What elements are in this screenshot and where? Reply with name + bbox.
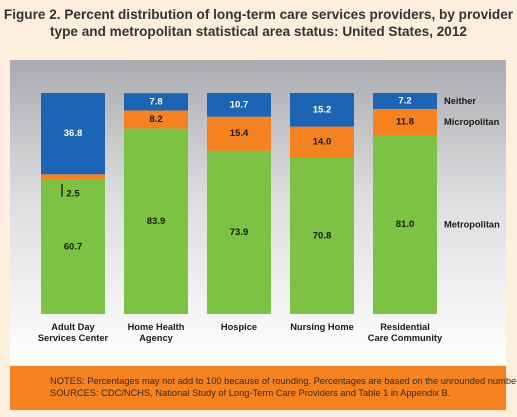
- legend-label-metropolitan: Metropolitan: [444, 219, 500, 229]
- category-label-2-line-2: Agency: [139, 333, 173, 343]
- category-label-2-line-1: Home Health: [128, 322, 185, 332]
- category-label-3-line-1: Hospice: [221, 322, 257, 332]
- data-label-neither-2: 7.8: [149, 96, 162, 107]
- data-label-neither-4: 15.2: [313, 104, 332, 115]
- bar-micropolitan-3: [207, 116, 271, 151]
- category-label-1-line-2: Services Center: [38, 333, 109, 343]
- notes-text: NOTES: Percentages may not add to 100 be…: [50, 376, 517, 386]
- chart-title-line-2: type and metropolitan statistical area s…: [49, 24, 467, 39]
- data-label-metropolitan-1: 60.7: [64, 241, 83, 252]
- legend-label-micropolitan: Micropolitan: [444, 117, 500, 127]
- bar-metropolitan-2: [124, 128, 188, 314]
- bar-metropolitan-4: [290, 157, 354, 314]
- bar-micropolitan-4: [290, 126, 354, 158]
- notes-box: NOTES: Percentages may not add to 100 be…: [10, 366, 517, 410]
- chart-title: Figure 2. Percent distribution of long-t…: [0, 6, 517, 40]
- data-label-micropolitan-3: 15.4: [230, 128, 249, 139]
- bar-neither-4: [290, 93, 354, 127]
- legend-label-neither: Neither: [444, 96, 476, 106]
- bar-metropolitan-5: [373, 134, 437, 314]
- data-label-metropolitan-3: 73.9: [230, 227, 249, 238]
- category-label-5-line-2: Care Community: [368, 333, 443, 343]
- category-label-4-line-1: Nursing Home: [290, 322, 354, 332]
- data-label-micropolitan-2: 8.2: [149, 114, 162, 125]
- data-label-metropolitan-5: 81.0: [396, 219, 415, 230]
- bar-neither-2: [124, 93, 188, 111]
- bar-neither-1: [41, 93, 105, 175]
- data-label-metropolitan-4: 70.8: [313, 230, 332, 241]
- data-label-neither-5: 7.2: [398, 95, 411, 106]
- sources-text: SOURCES: CDC/NCHS, National Study of Lon…: [50, 388, 451, 398]
- data-label-micropolitan-5: 11.8: [396, 116, 414, 127]
- chart-title-line-1: Figure 2. Percent distribution of long-t…: [3, 7, 514, 22]
- bar-neither-3: [207, 93, 271, 117]
- category-label-5-line-1: Residential: [380, 322, 430, 332]
- bar-metropolitan-1: [41, 179, 105, 314]
- category-label-1-line-1: Adult Day: [51, 322, 95, 332]
- data-label-neither-3: 10.7: [230, 99, 249, 110]
- bar-metropolitan-3: [207, 150, 271, 314]
- bar-micropolitan-1: [41, 174, 105, 180]
- data-label-metropolitan-2: 83.9: [147, 216, 166, 227]
- data-label-micropolitan-1: 2.5: [66, 188, 80, 199]
- bar-micropolitan-2: [124, 110, 188, 129]
- data-label-neither-1: 36.8: [64, 128, 83, 139]
- bar-neither-5: [373, 93, 437, 109]
- bar-micropolitan-5: [373, 108, 437, 135]
- data-label-micropolitan-4: 14.0: [313, 137, 332, 148]
